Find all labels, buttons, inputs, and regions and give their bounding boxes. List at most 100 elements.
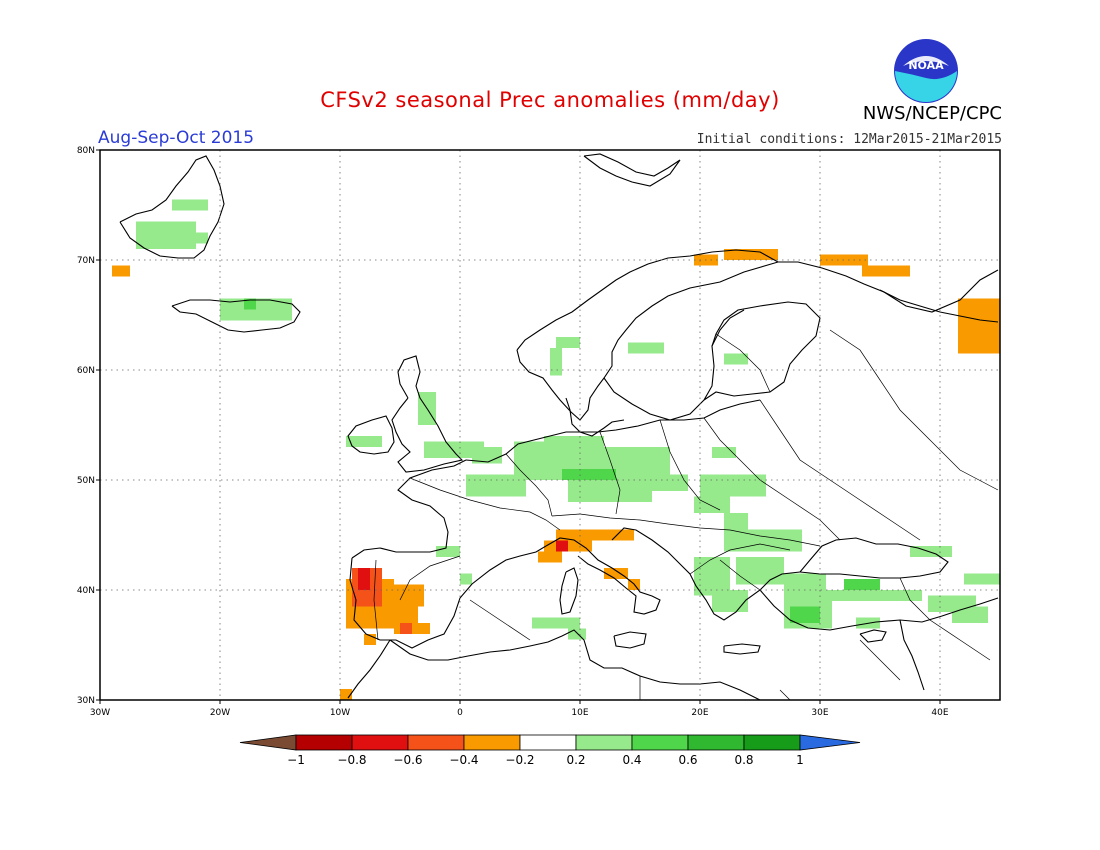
lat-tick-label: 40N xyxy=(77,586,95,596)
anomaly-cell xyxy=(820,590,922,601)
svg-text:NOAA: NOAA xyxy=(908,59,944,72)
coast-north-africa xyxy=(389,629,761,701)
noaa-logo-icon: NOAA xyxy=(894,39,958,103)
anomaly-cell xyxy=(544,436,604,447)
coast-med-france-italy xyxy=(545,537,661,615)
anomaly-cell xyxy=(358,568,370,590)
lat-lon-grid xyxy=(100,150,1000,700)
anomaly-cell xyxy=(628,474,688,491)
colorbar-segment xyxy=(687,734,745,751)
coast-sicily xyxy=(613,631,647,649)
anomaly-cell xyxy=(112,265,130,277)
colorbar-segment xyxy=(575,734,633,751)
coast-black-sea xyxy=(799,537,949,579)
anomaly-cell xyxy=(436,546,460,557)
lat-tick-label: 70N xyxy=(77,256,95,266)
lon-tick-label: 40E xyxy=(931,708,948,718)
anomaly-cell xyxy=(952,606,988,623)
anomaly-cell xyxy=(790,606,820,623)
lon-tick-label: 10W xyxy=(330,708,350,718)
colorbar-segment xyxy=(351,734,409,751)
lon-tick-label: 30W xyxy=(90,708,110,718)
coast-greenland xyxy=(119,155,225,259)
coast-adriatic xyxy=(611,527,801,621)
anomaly-cell xyxy=(724,249,778,260)
map-title: CFSv2 seasonal Prec anomalies (mm/day) xyxy=(320,88,780,112)
coast-denmark xyxy=(565,397,625,437)
anomaly-cell xyxy=(400,623,412,634)
anomaly-cell xyxy=(556,540,568,552)
colorbar-tick-label: −1 xyxy=(287,753,305,767)
coast-gulf-bothnia xyxy=(711,309,745,347)
colorbar-segment xyxy=(463,734,521,751)
anomaly-cell xyxy=(694,496,730,513)
anomaly-cell xyxy=(550,348,562,376)
anomaly-cell xyxy=(700,474,766,497)
anomaly-cell xyxy=(184,232,208,244)
coast-britain xyxy=(391,355,464,473)
anomaly-cell xyxy=(844,579,880,590)
coast-crete xyxy=(723,643,761,655)
colorbar-segment xyxy=(743,734,801,751)
coast-iceland xyxy=(171,299,301,333)
anomaly-cell xyxy=(910,546,952,557)
coast-cyprus xyxy=(859,629,887,643)
coast-scandinavia xyxy=(516,261,999,421)
anomaly-cell xyxy=(562,469,616,480)
colorbar-tick-label: 0.4 xyxy=(622,753,641,767)
anomaly-cell xyxy=(712,447,736,458)
coast-ireland xyxy=(347,415,395,455)
map-frame xyxy=(99,149,1001,701)
anomaly-cell xyxy=(424,441,484,458)
season-label: Aug-Sep-Oct 2015 xyxy=(98,128,255,148)
anomaly-cell xyxy=(604,568,628,579)
anomaly-cell xyxy=(346,436,382,447)
anomaly-cell xyxy=(556,337,580,348)
coast-norway-west xyxy=(516,249,779,351)
colorbar: −1 −0.8 −0.6 −0.4 −0.2 0.2 0.4 0.6 0.8 1 xyxy=(239,734,861,767)
anomaly-cell xyxy=(712,590,748,612)
lon-tick-label: 20E xyxy=(691,708,708,718)
coast-baltic xyxy=(603,301,821,421)
anomaly-cell xyxy=(724,353,748,365)
anomaly-cell xyxy=(736,557,784,585)
coast-morocco-atlantic xyxy=(347,639,391,699)
lat-tick-label: 50N xyxy=(77,476,95,486)
colorbar-tick-label: −0.2 xyxy=(505,753,534,767)
initial-conditions-label: Initial conditions: 12Mar2015-21Mar2015 xyxy=(696,132,1002,147)
anomaly-cell xyxy=(340,689,352,700)
colorbar-tick-label: −0.6 xyxy=(393,753,422,767)
colorbar-tick-label: 0.6 xyxy=(678,753,697,767)
anomaly-cell xyxy=(724,513,748,530)
coast-levant xyxy=(899,619,925,691)
anomaly-cell xyxy=(538,551,562,563)
coast-france-atlantic xyxy=(351,459,467,559)
anomaly-cell xyxy=(958,298,1000,354)
anomaly-cell xyxy=(172,199,208,211)
coast-corsica-sardinia xyxy=(559,567,579,615)
colorbar-tick-label: 0.2 xyxy=(566,753,585,767)
anomaly-cell xyxy=(532,617,580,629)
axis-ticks: 30W 20W 10W 0 10E 20E 30E 40E 30N 40N 50N 60N 70N 80N xyxy=(77,146,949,718)
colorbar-segment xyxy=(407,734,465,751)
anomaly-cell xyxy=(244,298,256,310)
colorbar-tick-label: 1 xyxy=(796,753,804,767)
anomaly-cells xyxy=(112,199,1000,700)
anomaly-cell xyxy=(568,628,586,640)
colorbar-segment xyxy=(519,734,577,751)
colorbar-high-arrow xyxy=(799,734,861,751)
country-borders xyxy=(373,329,999,701)
anomaly-cell xyxy=(862,265,910,277)
coast-svalbard xyxy=(583,153,681,187)
lon-tick-label: 30E xyxy=(811,708,828,718)
coast-north-sea-continent xyxy=(465,399,761,463)
colorbar-tick-label: 0.8 xyxy=(734,753,753,767)
colorbar-low-arrow xyxy=(239,734,297,751)
lat-tick-label: 60N xyxy=(77,366,95,376)
anomaly-cell xyxy=(556,529,634,541)
colorbar-segment xyxy=(295,734,353,751)
anomaly-cell xyxy=(364,634,376,645)
lon-tick-label: 0 xyxy=(457,708,463,718)
anomaly-cell xyxy=(724,529,802,552)
